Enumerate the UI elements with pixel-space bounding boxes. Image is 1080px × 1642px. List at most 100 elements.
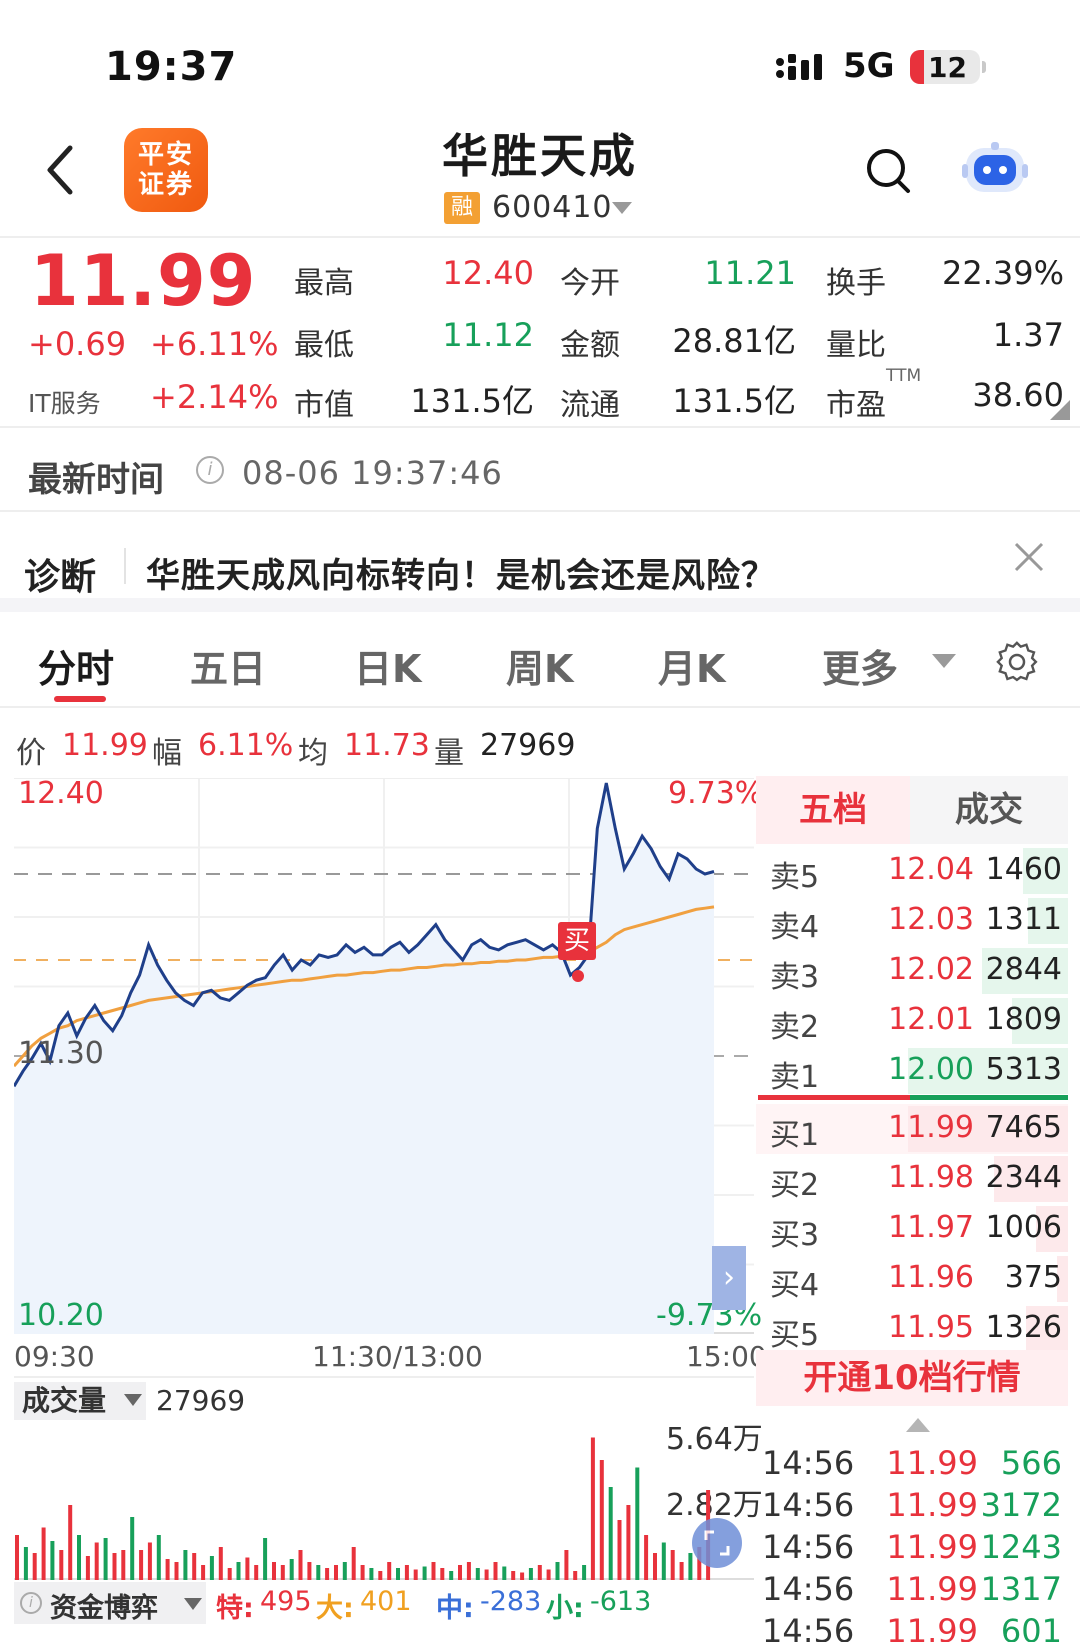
tick-time: 14:56: [762, 1570, 855, 1608]
chevron-down-icon[interactable]: [124, 1394, 142, 1406]
stock-title: 华胜天成: [442, 129, 638, 183]
open-10-level-button[interactable]: 开通10档行情: [756, 1350, 1068, 1406]
tab-trades[interactable]: 成交: [910, 776, 1068, 844]
volume-bar: [617, 1520, 622, 1580]
volume-bar: [85, 1556, 90, 1580]
order-vol: 1460: [985, 852, 1062, 887]
volume-bar: [156, 1535, 161, 1580]
volume-depth-bar: [1028, 898, 1068, 944]
volume-bar: [23, 1547, 28, 1580]
tick-vol: 3172: [980, 1486, 1062, 1524]
tick-price: 11.99: [886, 1528, 978, 1566]
tick-price: 11.99: [886, 1570, 978, 1608]
tab-daily-k[interactable]: 日K: [354, 647, 422, 691]
section-band: [0, 598, 1080, 612]
ask-row[interactable]: 卖3 12.02 2844: [756, 946, 1068, 996]
order-vol: 1006: [985, 1210, 1062, 1245]
search-icon[interactable]: [864, 146, 912, 196]
pct-top-label: 9.73%: [668, 776, 764, 811]
info-icon[interactable]: i: [196, 456, 224, 484]
y-bottom-label: 10.20: [18, 1298, 104, 1333]
fund-game-selector[interactable]: [14, 1582, 206, 1624]
tab-more[interactable]: 更多: [822, 647, 899, 691]
volume-bar: [307, 1562, 312, 1580]
volume-bar: [502, 1566, 507, 1580]
tab-intraday[interactable]: 分时: [38, 647, 115, 691]
sector-change-pct[interactable]: +2.14%: [150, 378, 279, 416]
quote-label: 换手: [826, 266, 886, 301]
ask-row[interactable]: 卖1 12.00 5313: [756, 1046, 1068, 1096]
tick-time: 14:56: [762, 1612, 855, 1642]
tick-price: 11.99: [886, 1486, 978, 1524]
volume-bar: [413, 1569, 418, 1580]
buy-marker[interactable]: 买: [558, 922, 596, 960]
gear-icon[interactable]: [996, 640, 1038, 682]
quote-label: 市盈: [826, 388, 886, 423]
volume-bar: [41, 1527, 46, 1580]
intraday-chart[interactable]: [14, 778, 754, 1334]
network-type: 5G: [843, 46, 895, 86]
bid-row[interactable]: 买5 11.95 1326: [756, 1304, 1068, 1354]
volume-bar: [475, 1568, 480, 1580]
order-vol: 1326: [985, 1310, 1062, 1345]
ask-row[interactable]: 卖5 12.04 1460: [756, 846, 1068, 896]
volume-bar: [387, 1562, 392, 1580]
corner-expand-icon[interactable]: [1050, 400, 1070, 420]
info-avg: 11.73: [344, 728, 430, 763]
back-arrow-icon[interactable]: [40, 140, 80, 200]
chevron-down-icon[interactable]: [184, 1598, 202, 1610]
volume-bar: [599, 1460, 604, 1580]
order-label: 卖2: [770, 1010, 820, 1045]
volume-bar: [183, 1550, 188, 1580]
fund-item-value: -283: [480, 1586, 542, 1617]
diagnosis-label: 诊断: [24, 557, 97, 598]
quote-label: 量比: [826, 328, 886, 363]
order-label: 买3: [770, 1218, 820, 1253]
order-label: 卖4: [770, 910, 820, 945]
stock-code[interactable]: 600410: [492, 190, 613, 225]
fund-item-value: 401: [360, 1586, 412, 1617]
bid-row[interactable]: 买3 11.97 1006: [756, 1204, 1068, 1254]
ask-row[interactable]: 卖4 12.03 1311: [756, 896, 1068, 946]
active-tab-indicator: [54, 696, 106, 702]
tab-order-book[interactable]: 五档: [756, 776, 910, 844]
volume-bar: [32, 1553, 37, 1580]
volume-bar: [289, 1559, 294, 1580]
info-icon[interactable]: i: [20, 1592, 42, 1614]
volume-bar: [209, 1556, 214, 1580]
price-change: +0.69: [28, 325, 127, 363]
order-price: 11.96: [888, 1260, 974, 1295]
bid-row[interactable]: 买4 11.96 375: [756, 1254, 1068, 1304]
tab-weekly-k[interactable]: 周K: [506, 647, 574, 691]
bid-row[interactable]: 买1 11.99 7465: [756, 1104, 1068, 1154]
price-change-pct: +6.11%: [150, 325, 279, 363]
chevron-right-icon[interactable]: ›: [712, 1246, 746, 1310]
margin-badge: 融: [444, 192, 480, 224]
quote-value: 38.60: [972, 376, 1064, 414]
ai-assistant-icon[interactable]: [962, 140, 1028, 196]
diagnosis-headline[interactable]: 华胜天成风向标转向！是机会还是风险？: [146, 556, 776, 596]
bid-row[interactable]: 买2 11.98 2344: [756, 1154, 1068, 1204]
fullscreen-icon[interactable]: [692, 1518, 742, 1568]
volume-bar: [94, 1542, 99, 1580]
order-price: 12.03: [888, 902, 974, 937]
broker-logo[interactable]: 平安证券: [124, 128, 208, 212]
volume-bar: [520, 1572, 525, 1580]
sector-name[interactable]: IT服务: [28, 389, 101, 418]
volume-bar: [440, 1568, 445, 1580]
chevron-down-icon[interactable]: [932, 654, 956, 668]
tab-monthly-k[interactable]: 月K: [658, 647, 726, 691]
order-price: 11.97: [888, 1210, 974, 1245]
ask-row[interactable]: 卖2 12.01 1809: [756, 996, 1068, 1046]
chevron-down-icon[interactable]: [612, 202, 632, 214]
close-icon[interactable]: [1012, 540, 1046, 574]
buy-marker-dot: [572, 970, 584, 982]
volume-bar: [449, 1571, 454, 1580]
volume-bar: [670, 1550, 675, 1580]
chevron-up-icon[interactable]: [906, 1418, 930, 1432]
volume-bar: [697, 1547, 702, 1580]
order-label: 卖1: [770, 1060, 820, 1095]
tab-five-day[interactable]: 五日: [190, 647, 267, 691]
volume-chart[interactable]: [14, 1420, 754, 1580]
tick-price: 11.99: [886, 1444, 978, 1482]
